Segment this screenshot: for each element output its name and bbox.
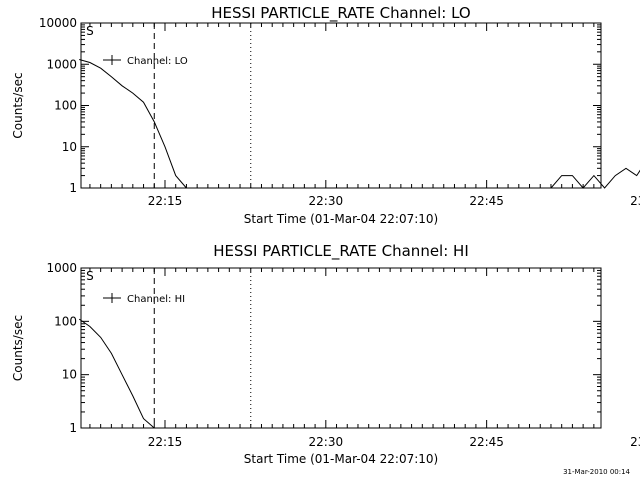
series-line [550, 167, 640, 189]
x-tick-label: 23:00 [630, 435, 640, 449]
legend-label: Channel: HI [127, 294, 185, 305]
legend-label: Channel: LO [127, 56, 188, 67]
x-tick-label: 22:30 [309, 435, 344, 449]
y-tick-label: 10 [62, 368, 77, 382]
x-tick-label: 22:30 [309, 194, 344, 208]
x-axis-label: Start Time (01-Mar-04 22:07:10) [244, 212, 438, 226]
y-tick-label: 10000 [39, 16, 77, 30]
y-axis-label: Counts/sec [11, 315, 25, 381]
x-tick-label: 22:15 [148, 194, 183, 208]
plot-frame [80, 22, 602, 189]
y-tick-label: 1000 [46, 261, 77, 275]
x-tick-label: 22:45 [469, 435, 504, 449]
chart-title: HESSI PARTICLE_RATE Channel: LO [211, 4, 470, 23]
y-tick-label: 1 [69, 421, 77, 435]
y-tick-label: 100 [54, 314, 77, 328]
x-axis-label: Start Time (01-Mar-04 22:07:10) [244, 452, 438, 466]
event-annotation: S [86, 269, 94, 283]
x-tick-label: 22:45 [469, 194, 504, 208]
plot-frame [80, 267, 602, 429]
x-tick-label: 22:15 [148, 435, 183, 449]
y-tick-label: 1 [69, 181, 77, 195]
series-line [79, 59, 187, 189]
y-tick-label: 10 [62, 140, 77, 154]
y-tick-label: 1000 [46, 57, 77, 71]
event-annotation: S [86, 24, 94, 38]
chart-title: HESSI PARTICLE_RATE Channel: HI [213, 242, 469, 261]
series-line [78, 318, 155, 429]
footer-timestamp: 31-Mar-2010 00:14 [563, 468, 630, 476]
y-tick-label: 100 [54, 99, 77, 113]
y-axis-label: Counts/sec [11, 72, 25, 138]
x-tick-label: 23:00 [630, 194, 640, 208]
